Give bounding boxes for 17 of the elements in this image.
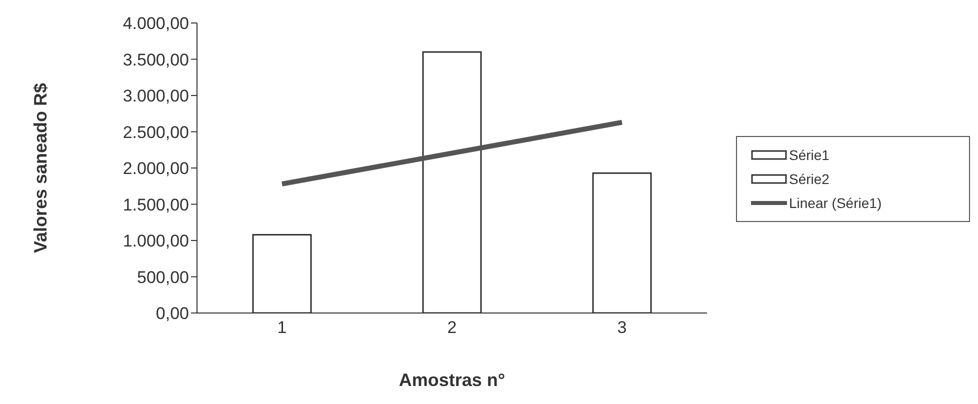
y-tick-label: 1.000,00 [122, 232, 189, 251]
legend-label: Série2 [789, 171, 830, 187]
y-tick-label: 2.500,00 [122, 122, 189, 142]
y-tick-label: 500,00 [137, 268, 189, 287]
x-tick-label: 3 [617, 318, 627, 338]
y-tick-label: 0,00 [156, 304, 189, 324]
x-tick-label: 1 [277, 318, 287, 338]
y-tick-label: 4.000,00 [122, 14, 189, 34]
y-tick-label: 1.500,00 [122, 195, 189, 214]
legend-label: Série1 [789, 147, 830, 163]
x-axis-title: Amostras n° [398, 370, 506, 390]
y-tick-label: 2.000,00 [122, 159, 189, 178]
y-tick-label: 3.000,00 [122, 86, 189, 106]
y-axis-title: Valores saneado R$ [30, 82, 50, 254]
x-tick-label: 2 [447, 318, 457, 338]
legend-label: Linear (Série1) [789, 195, 882, 211]
y-tick-label: 3.500,00 [122, 50, 189, 70]
